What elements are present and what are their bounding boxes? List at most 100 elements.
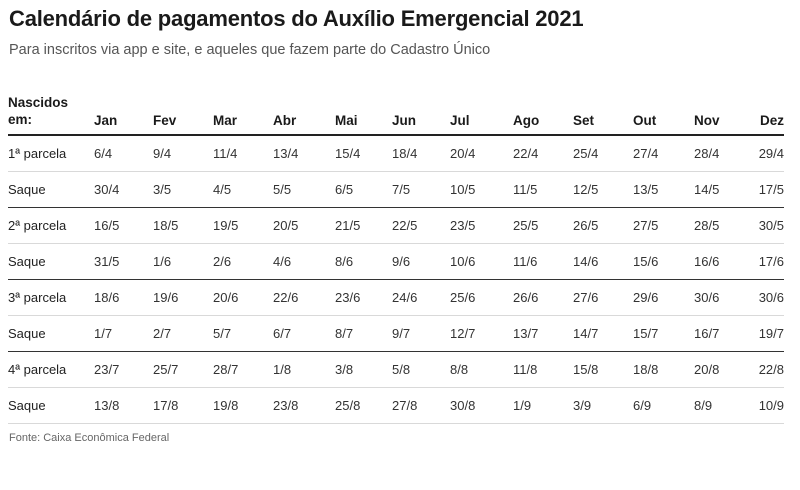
date-cell: 22/5: [392, 207, 450, 244]
date-cell: 10/6: [450, 243, 513, 280]
date-cell: 9/4: [153, 146, 172, 161]
date-cell: 14/7: [573, 315, 633, 352]
date-cell: 27/4: [633, 146, 659, 161]
date-cell: 10/9: [749, 387, 784, 424]
month-header-jun: Jun: [392, 84, 450, 136]
birth-month-header: Nascidos em:: [8, 84, 94, 136]
date-cell: 8/7: [335, 315, 392, 352]
payment-calendar-table: Nascidos em: Jan Fev Mar Abr Mai Jun Jul Ago Set…: [8, 84, 784, 424]
date-cell: 16/5: [94, 207, 153, 244]
date-cell: 11/4: [213, 146, 238, 161]
table-body: 1ª parcela 6/4 9/4 11/4 13/4 15/4 18/4 20/4 22/4…: [8, 135, 784, 424]
date-cell: 4/5: [213, 171, 273, 208]
date-cell: 16/7: [694, 315, 749, 352]
date-cell: 28/4: [694, 146, 720, 161]
date-cell: 2/6: [213, 243, 273, 280]
date-cell: 14/6: [573, 243, 633, 280]
month-header-out: Out: [633, 84, 694, 136]
birth-month-header-line1: Nascidos: [8, 95, 69, 110]
date-cell: 19/5: [213, 207, 273, 244]
date-cell: 2/7: [153, 315, 213, 352]
date-cell: 20/5: [273, 207, 335, 244]
date-cell: 23/8: [273, 387, 335, 424]
date-cell: 8/9: [694, 387, 749, 424]
date-cell: 24/6: [392, 279, 450, 316]
date-cell: 4/6: [273, 243, 335, 280]
date-cell: 1/6: [153, 243, 213, 280]
page-title: Calendário de pagamentos do Auxílio Emer…: [9, 6, 584, 31]
date-cell: 30/5: [749, 207, 784, 244]
page-subtitle: Para inscritos via app e site, e aqueles…: [9, 42, 491, 58]
date-cell: 30/6: [749, 279, 784, 316]
date-cell: 1/7: [94, 315, 153, 352]
date-cell: 8/6: [335, 243, 392, 280]
date-cell: 16/6: [694, 243, 749, 280]
date-cell: 13/5: [633, 171, 694, 208]
date-cell: 1/8: [273, 351, 335, 388]
date-cell: 6/4: [94, 146, 113, 161]
month-header-mai: Mai: [335, 84, 392, 136]
date-cell: 15/4: [335, 146, 361, 161]
table-row: Saque 13/8 17/8 19/8 23/8 25/8 27/8 30/8 1/9 3/9 6…: [8, 387, 784, 424]
date-cell: 20/6: [213, 279, 273, 316]
date-cell: 6/7: [273, 315, 335, 352]
date-cell: 22/6: [273, 279, 335, 316]
date-cell: 25/8: [335, 387, 392, 424]
table-row: 2ª parcela 16/5 18/5 19/5 20/5 21/5 22/5 23/5 25…: [8, 207, 784, 244]
withdrawal-label: Saque: [8, 315, 94, 352]
date-cell: 19/8: [213, 387, 273, 424]
source-note: Fonte: Caixa Econômica Federal: [9, 432, 170, 444]
date-cell: 13/7: [513, 315, 573, 352]
date-cell: 12/5: [573, 171, 633, 208]
month-header-dez: Dez: [749, 84, 784, 136]
date-cell: 15/8: [573, 351, 633, 388]
date-cell: 17/8: [153, 387, 213, 424]
date-cell: 22/4: [513, 146, 539, 161]
date-cell: 14/5: [694, 171, 749, 208]
date-cell: 9/6: [392, 243, 450, 280]
table-row: Saque 30/4 3/5 4/5 5/5 6/5 7/5 10/5 11/5 12/5 13/5…: [8, 171, 784, 208]
date-cell: 8/8: [450, 351, 513, 388]
month-header-mar: Mar: [213, 84, 273, 136]
date-cell: 30/6: [694, 279, 749, 316]
date-cell: 15/6: [633, 243, 694, 280]
date-cell: 21/5: [335, 207, 392, 244]
month-header-ago: Ago: [513, 84, 573, 136]
date-cell: 18/4: [392, 146, 418, 161]
date-cell: 18/5: [153, 207, 213, 244]
date-cell: 12/7: [450, 315, 513, 352]
date-cell: 5/8: [392, 351, 450, 388]
month-header-abr: Abr: [273, 84, 335, 136]
date-cell: 29/4: [758, 146, 784, 161]
date-cell: 3/5: [153, 171, 213, 208]
installment-label: 4ª parcela: [8, 351, 94, 388]
table-row: 1ª parcela 6/4 9/4 11/4 13/4 15/4 18/4 20/4 22/4…: [8, 135, 784, 172]
date-cell: 25/7: [153, 351, 213, 388]
date-cell: 15/7: [633, 315, 694, 352]
table-row: Saque 1/7 2/7 5/7 6/7 8/7 9/7 12/7 13/7 14/7 15/7 1…: [8, 315, 784, 352]
date-cell: 17/6: [749, 243, 784, 280]
date-cell: 18/8: [633, 351, 694, 388]
date-cell: 5/7: [213, 315, 273, 352]
date-cell: 13/4: [273, 146, 299, 161]
date-cell: 28/7: [213, 351, 273, 388]
date-cell: 11/6: [513, 243, 573, 280]
date-cell: 18/6: [94, 279, 153, 316]
date-cell: 30/4: [94, 171, 153, 208]
date-cell: 27/6: [573, 279, 633, 316]
date-cell: 19/7: [749, 315, 784, 352]
month-header-jan: Jan: [94, 84, 153, 136]
date-cell: 19/6: [153, 279, 213, 316]
date-cell: 31/5: [94, 243, 153, 280]
date-cell: 28/5: [694, 207, 749, 244]
date-cell: 9/7: [392, 315, 450, 352]
date-cell: 10/5: [450, 171, 513, 208]
table-row: 4ª parcela 23/7 25/7 28/7 1/8 3/8 5/8 8/8 11/8 15…: [8, 351, 784, 388]
date-cell: 1/9: [513, 387, 573, 424]
date-cell: 25/4: [573, 146, 599, 161]
installment-label: 1ª parcela: [8, 146, 67, 161]
date-cell: 13/8: [94, 387, 153, 424]
date-cell: 20/8: [694, 351, 749, 388]
date-cell: 25/6: [450, 279, 513, 316]
date-cell: 25/5: [513, 207, 573, 244]
